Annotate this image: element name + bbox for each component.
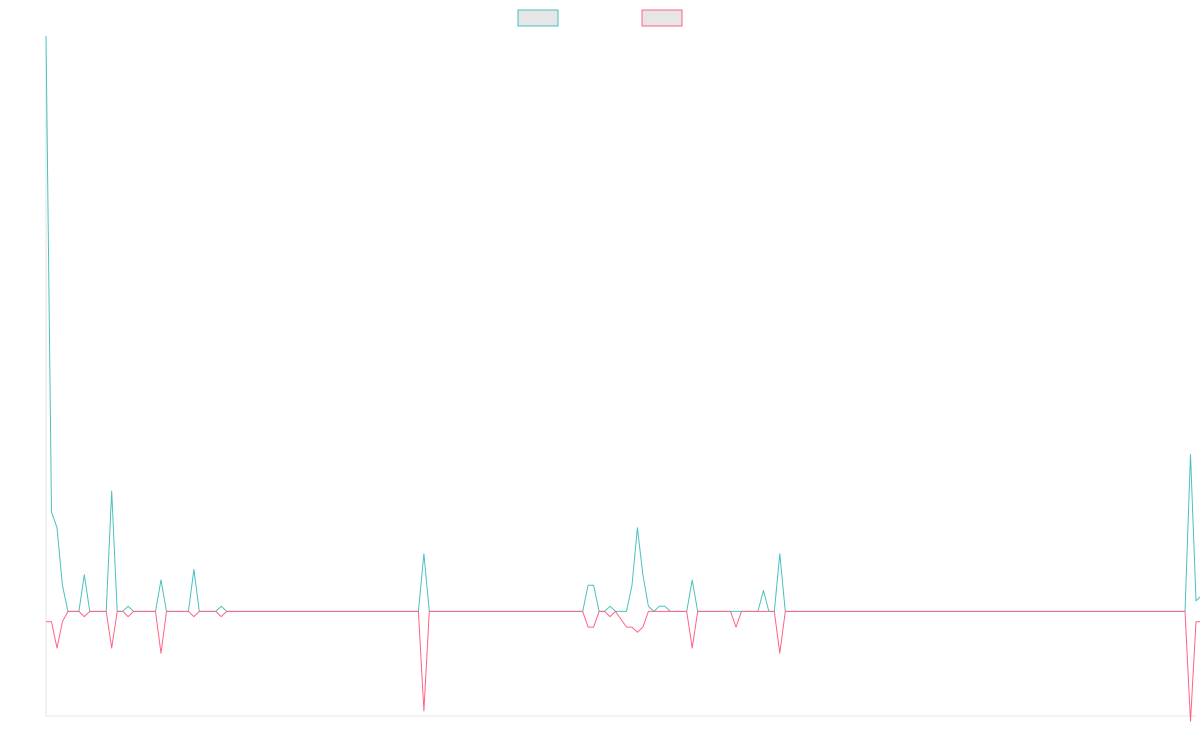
- legend-swatch-1[interactable]: [517, 9, 559, 27]
- legend: [517, 9, 683, 27]
- series-layer: [45, 35, 1200, 722]
- series-line-1: [45, 35, 1200, 612]
- legend-swatch-2[interactable]: [641, 9, 683, 27]
- series-line-2: [46, 610, 1200, 722]
